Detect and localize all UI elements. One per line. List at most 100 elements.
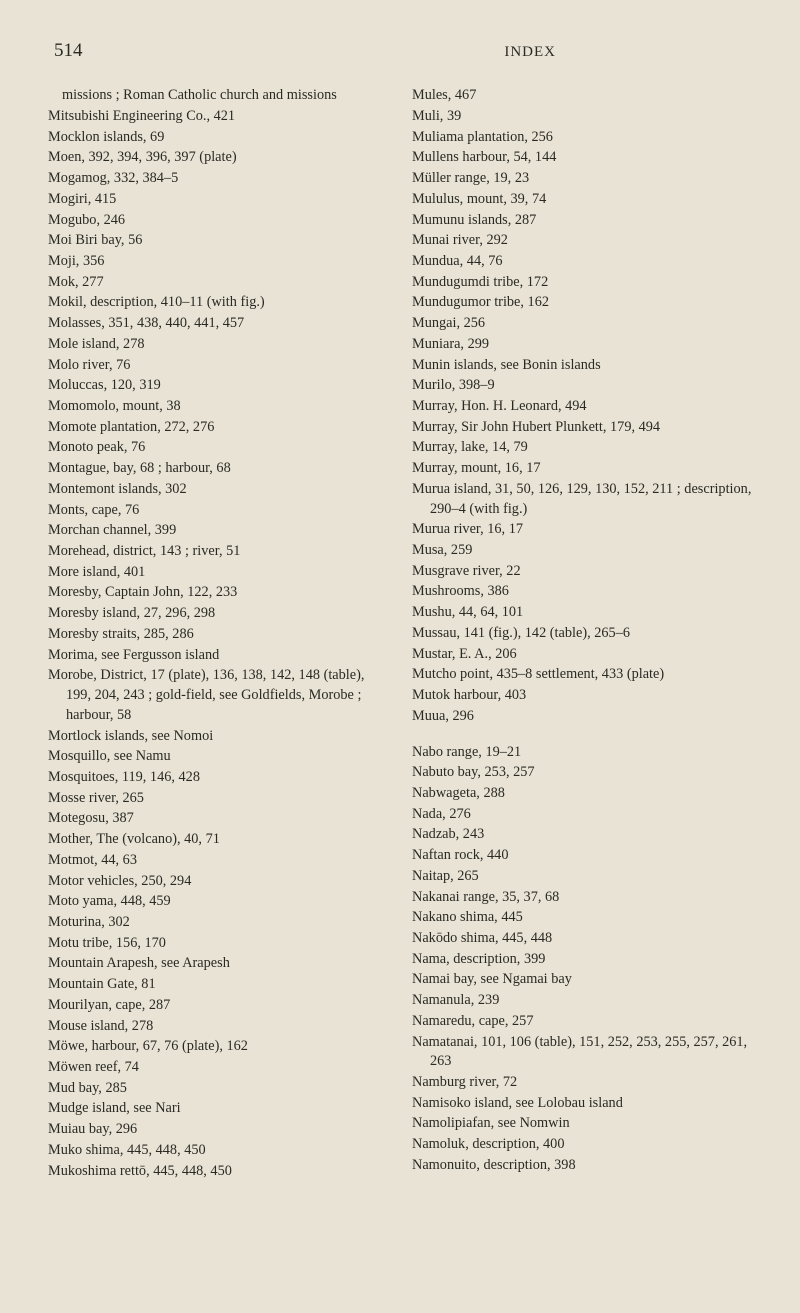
index-entry: Müller range, 19, 23 <box>412 169 752 189</box>
index-entry: Motu tribe, 156, 170 <box>48 934 388 954</box>
index-entry: Nadzab, 243 <box>412 825 752 845</box>
index-entry: Moresby island, 27, 296, 298 <box>48 604 388 624</box>
index-entry: Molasses, 351, 438, 440, 441, 457 <box>48 314 388 334</box>
index-entry: Namanula, 239 <box>412 991 752 1011</box>
index-entry: Mortlock islands, see Nomoi <box>48 727 388 747</box>
index-column-left: missions ; Roman Catholic church and mis… <box>48 86 388 1182</box>
index-entry: Namaredu, cape, 257 <box>412 1012 752 1032</box>
index-entry: Mitsubishi Engineering Co., 421 <box>48 107 388 127</box>
index-entry: Naitap, 265 <box>412 867 752 887</box>
index-entry: Mud bay, 285 <box>48 1079 388 1099</box>
index-entry: Muua, 296 <box>412 707 752 727</box>
index-entry: Musgrave river, 22 <box>412 562 752 582</box>
index-title: INDEX <box>504 42 556 63</box>
index-entry: Mululus, mount, 39, 74 <box>412 190 752 210</box>
index-entry: Morima, see Fergusson island <box>48 646 388 666</box>
index-entry: Mountain Arapesh, see Arapesh <box>48 954 388 974</box>
index-entry: Murray, lake, 14, 79 <box>412 438 752 458</box>
index-entry: Mokil, description, 410–11 (with fig.) <box>48 293 388 313</box>
index-entry: Molo river, 76 <box>48 356 388 376</box>
index-entry: Nakano shima, 445 <box>412 908 752 928</box>
section-gap <box>412 728 752 743</box>
index-entry: Mussau, 141 (fig.), 142 (table), 265–6 <box>412 624 752 644</box>
index-entry: Mok, 277 <box>48 273 388 293</box>
index-entry: Naftan rock, 440 <box>412 846 752 866</box>
index-entry: Mundugumor tribe, 162 <box>412 293 752 313</box>
index-entry: Mouse island, 278 <box>48 1017 388 1037</box>
index-entry: Nakōdo shima, 445, 448 <box>412 929 752 949</box>
index-entry: Mountain Gate, 81 <box>48 975 388 995</box>
index-entry: Nabwageta, 288 <box>412 784 752 804</box>
index-entry: Nama, description, 399 <box>412 950 752 970</box>
index-entry: Namoluk, description, 400 <box>412 1135 752 1155</box>
page-header: 514 INDEX <box>48 38 752 64</box>
index-entry: Munin islands, see Bonin islands <box>412 356 752 376</box>
index-entry: Mumunu islands, 287 <box>412 211 752 231</box>
index-entry: Möwe, harbour, 67, 76 (plate), 162 <box>48 1037 388 1057</box>
index-entry: Mundugumdi tribe, 172 <box>412 273 752 293</box>
index-entry: Mosse river, 265 <box>48 789 388 809</box>
index-entry: Nada, 276 <box>412 805 752 825</box>
index-entry: Murray, Sir John Hubert Plunkett, 179, 4… <box>412 418 752 438</box>
index-entry: Nakanai range, 35, 37, 68 <box>412 888 752 908</box>
index-entry: Motegosu, 387 <box>48 809 388 829</box>
index-entry: Mukoshima rettō, 445, 448, 450 <box>48 1162 388 1182</box>
index-entry: Momomolo, mount, 38 <box>48 397 388 417</box>
index-entry: Namburg river, 72 <box>412 1073 752 1093</box>
index-entry: Mother, The (volcano), 40, 71 <box>48 830 388 850</box>
index-entry: Momote plantation, 272, 276 <box>48 418 388 438</box>
index-entry: Mogamog, 332, 384–5 <box>48 169 388 189</box>
index-entry: Mocklon islands, 69 <box>48 128 388 148</box>
index-entry: Moji, 356 <box>48 252 388 272</box>
index-entry: Motmot, 44, 63 <box>48 851 388 871</box>
index-columns: missions ; Roman Catholic church and mis… <box>48 86 752 1182</box>
index-entry: Mundua, 44, 76 <box>412 252 752 272</box>
index-entry: Murua river, 16, 17 <box>412 520 752 540</box>
index-entry: Moluccas, 120, 319 <box>48 376 388 396</box>
index-entry: Muli, 39 <box>412 107 752 127</box>
index-entry: missions ; Roman Catholic church and mis… <box>48 86 388 106</box>
index-entry: Morobe, District, 17 (plate), 136, 138, … <box>48 666 388 725</box>
index-entry: More island, 401 <box>48 563 388 583</box>
index-entry: Morehead, district, 143 ; river, 51 <box>48 542 388 562</box>
index-entry: Moi Biri bay, 56 <box>48 231 388 251</box>
index-entry: Mushrooms, 386 <box>412 582 752 602</box>
index-entry: Namolipiafan, see Nomwin <box>412 1114 752 1134</box>
index-entry: Mules, 467 <box>412 86 752 106</box>
index-entry: Monts, cape, 76 <box>48 501 388 521</box>
index-entry: Nabo range, 19–21 <box>412 743 752 763</box>
index-entry: Mullens harbour, 54, 144 <box>412 148 752 168</box>
index-entry: Murua island, 31, 50, 126, 129, 130, 152… <box>412 480 752 519</box>
index-entry: Motor vehicles, 250, 294 <box>48 872 388 892</box>
index-entry: Moresby straits, 285, 286 <box>48 625 388 645</box>
index-entry: Mourilyan, cape, 287 <box>48 996 388 1016</box>
index-entry: Murilo, 398–9 <box>412 376 752 396</box>
index-entry: Muko shima, 445, 448, 450 <box>48 1141 388 1161</box>
index-entry: Montemont islands, 302 <box>48 480 388 500</box>
index-entry: Namonuito, description, 398 <box>412 1156 752 1176</box>
index-entry: Namisoko island, see Lolobau island <box>412 1094 752 1114</box>
index-entry: Mole island, 278 <box>48 335 388 355</box>
index-entry: Möwen reef, 74 <box>48 1058 388 1078</box>
index-entry: Moturina, 302 <box>48 913 388 933</box>
index-entry: Murray, mount, 16, 17 <box>412 459 752 479</box>
index-entry: Monoto peak, 76 <box>48 438 388 458</box>
index-entry: Moto yama, 448, 459 <box>48 892 388 912</box>
index-entry: Mutcho point, 435–8 settlement, 433 (pla… <box>412 665 752 685</box>
index-entry: Nabuto bay, 253, 257 <box>412 763 752 783</box>
index-entry: Mosquitoes, 119, 146, 428 <box>48 768 388 788</box>
index-entry: Namai bay, see Ngamai bay <box>412 970 752 990</box>
index-entry: Munai river, 292 <box>412 231 752 251</box>
index-entry: Moen, 392, 394, 396, 397 (plate) <box>48 148 388 168</box>
index-entry: Muliama plantation, 256 <box>412 128 752 148</box>
index-entry: Musa, 259 <box>412 541 752 561</box>
index-column-right: Mules, 467Muli, 39Muliama plantation, 25… <box>412 86 752 1182</box>
index-entry: Muniara, 299 <box>412 335 752 355</box>
index-entry: Mustar, E. A., 206 <box>412 645 752 665</box>
index-entry: Mushu, 44, 64, 101 <box>412 603 752 623</box>
index-entry: Montague, bay, 68 ; harbour, 68 <box>48 459 388 479</box>
page-number: 514 <box>54 38 83 64</box>
index-entry: Mungai, 256 <box>412 314 752 334</box>
index-entry: Mudge island, see Nari <box>48 1099 388 1119</box>
index-entry: Mutok harbour, 403 <box>412 686 752 706</box>
